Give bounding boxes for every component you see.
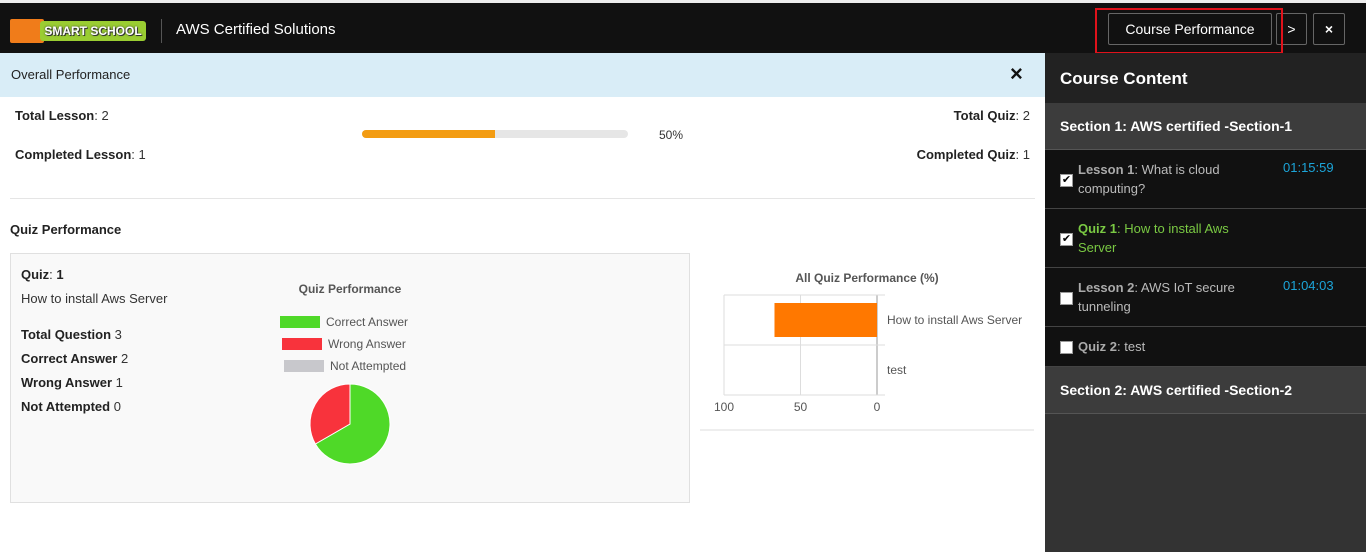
close-button[interactable]: × (1313, 13, 1345, 45)
highlight-box (1095, 8, 1283, 54)
quiz-pie-chart: Quiz Performance Correct Answer Wrong Answ… (280, 282, 408, 465)
correct-answer: Correct Answer 2 (21, 351, 129, 366)
category-label: test (887, 363, 907, 377)
course-performance-button[interactable]: Course Performance (1108, 13, 1272, 45)
item-title: Lesson 2: AWS IoT secure tunneling (1078, 280, 1235, 314)
x-tick-label: 100 (714, 400, 734, 414)
wrong-answer: Wrong Answer 1 (21, 375, 123, 390)
header: SMART SCHOOL AWS Certified Solutions Cou… (0, 3, 1366, 53)
item-title: Lesson 1: What is cloud computing? (1078, 162, 1220, 196)
quiz-number: Quiz: 1 (21, 267, 64, 282)
sidebar-title: Course Content (1045, 53, 1366, 103)
total-lesson: Total Lesson: 2 (15, 108, 109, 123)
progress-bar (362, 130, 628, 138)
sidebar-section[interactable]: Section 1: AWS certified -Section-1 (1045, 103, 1366, 150)
completed-quiz: Completed Quiz: 1 (916, 147, 1030, 162)
x-tick-label: 0 (874, 400, 881, 414)
book-icon (10, 19, 44, 43)
bar (774, 303, 877, 337)
progress-fill (362, 130, 495, 138)
sidebar-section[interactable]: Section 2: AWS certified -Section-2 (1045, 367, 1366, 414)
item-duration: 01:04:03 (1283, 278, 1334, 293)
bar-chart-title: All Quiz Performance (%) (795, 271, 938, 285)
progress-text: 50% (659, 128, 684, 142)
pie-slice (309, 383, 351, 445)
pie-title: Quiz Performance (299, 282, 402, 296)
sidebar: Course Content Section 1: AWS certified … (1045, 53, 1366, 552)
checkbox[interactable]: ✔ (1060, 233, 1073, 246)
sidebar-item[interactable]: ✔ Lesson 1: What is cloud computing? 01:15… (1045, 150, 1366, 209)
legend-label: Correct Answer (326, 315, 408, 329)
item-title: Quiz 2: test (1078, 339, 1146, 354)
checkbox[interactable] (1060, 341, 1073, 354)
logo: SMART SCHOOL (10, 19, 146, 43)
not-attempted: Not Attempted 0 (21, 399, 121, 414)
quiz-performance-heading: Quiz Performance (10, 222, 122, 237)
item-title: Quiz 1: How to install Aws Server (1078, 221, 1229, 255)
completed-lesson: Completed Lesson: 1 (15, 147, 146, 162)
total-question: Total Question 3 (21, 327, 122, 342)
pie-slice (314, 383, 391, 465)
logo-text: SMART SCHOOL (40, 21, 146, 41)
top-strip (0, 0, 1366, 3)
legend-swatch (282, 338, 322, 350)
legend-swatch (284, 360, 324, 372)
legend-label: Not Attempted (330, 359, 406, 373)
overall-performance-title: Overall Performance (11, 67, 131, 82)
sidebar-item[interactable]: Lesson 2: AWS IoT secure tunneling 01:04:… (1045, 268, 1366, 327)
item-duration: 01:15:59 (1283, 160, 1334, 175)
close-icon[interactable]: × (1010, 61, 1023, 86)
total-quiz: Total Quiz: 2 (953, 108, 1030, 123)
divider (161, 19, 162, 43)
quiz-name: How to install Aws Server (21, 291, 168, 306)
course-title: AWS Certified Solutions (176, 21, 336, 38)
all-quiz-bar-chart: All Quiz Performance (%) 100 50 0 How to ins… (700, 271, 1034, 431)
sidebar-item[interactable]: ✔ Quiz 1: How to install Aws Server (1045, 209, 1366, 268)
divider (10, 198, 1035, 199)
sidebar-item[interactable]: Quiz 2: test (1045, 327, 1366, 367)
x-tick-label: 50 (794, 400, 808, 414)
legend-swatch (280, 316, 320, 328)
legend-label: Wrong Answer (328, 337, 406, 351)
checkbox[interactable] (1060, 292, 1073, 305)
checkbox[interactable]: ✔ (1060, 174, 1073, 187)
overall-performance-bar: Overall Performance × (0, 53, 1045, 97)
category-label: How to install Aws Server (887, 313, 1022, 327)
